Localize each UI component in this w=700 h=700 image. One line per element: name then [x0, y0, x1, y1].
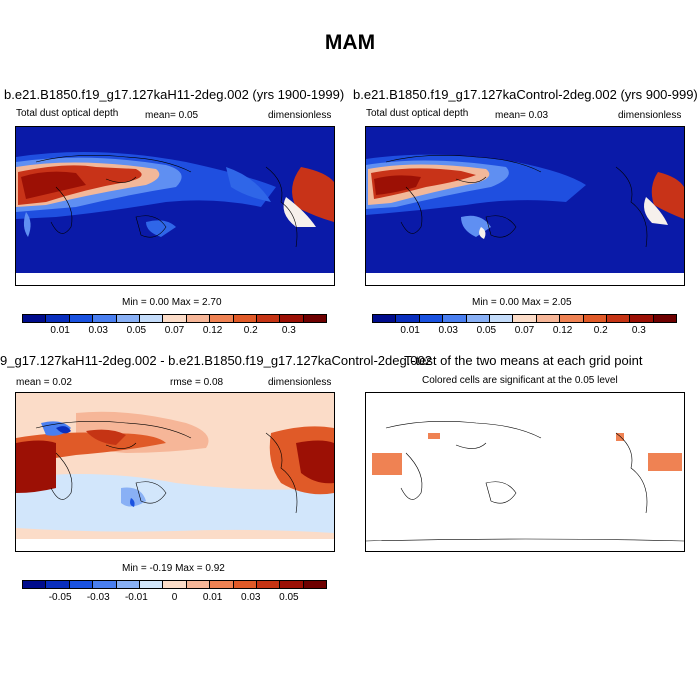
- panel2-variable: Total dust optical depth: [366, 108, 469, 119]
- colorbar-tick-label: 0.05: [279, 592, 299, 603]
- colorbar-bottom-left-swatch: [186, 581, 211, 588]
- colorbar-tick-label: 0.07: [164, 325, 185, 336]
- colorbar-top-left-swatch: [23, 315, 47, 322]
- colorbar-top-left-swatch: [163, 315, 187, 322]
- colorbar-tick-label: -0.03: [86, 592, 110, 603]
- colorbar-top-right-swatch: [396, 315, 420, 322]
- colorbar-top-left-swatch: [210, 315, 234, 322]
- colorbar-top-right-swatch: [513, 315, 537, 322]
- colorbar-bottom-left-swatch: [210, 581, 234, 588]
- colorbar-top-right-swatch: [560, 315, 584, 322]
- panel2-mean: mean= 0.03: [495, 110, 549, 121]
- colorbar-bottom-left-swatch: [303, 581, 327, 588]
- panel3-minmax: Min = -0.19 Max = 0.92: [122, 563, 225, 574]
- colorbar-tick-label: 0.03: [88, 325, 108, 336]
- colorbar-bottom-left-swatch: [280, 581, 304, 588]
- panel3-title: 9_g17.127kaH11-2deg.002 - b.e21.B1850.f1…: [0, 353, 432, 368]
- colorbar-top-right-swatch: [466, 315, 490, 322]
- colorbar-top-left-swatch: [69, 315, 94, 322]
- panel3-map: [15, 392, 335, 552]
- colorbar-tick-label: -0.05: [48, 592, 72, 603]
- colorbar-tick-label: 0.01: [50, 325, 70, 336]
- colorbar-top-right-swatch: [583, 315, 607, 322]
- colorbar-tick-label: 0.01: [400, 325, 420, 336]
- colorbar-top-right-swatch: [606, 315, 631, 322]
- colorbar-top-right-swatch: [443, 315, 467, 322]
- panel1-minmax: Min = 0.00 Max = 2.70: [122, 297, 222, 308]
- panel1-map: [15, 126, 335, 286]
- colorbar-tick-label: -0.01: [124, 592, 148, 603]
- colorbar-bottom-left-swatch: [233, 581, 257, 588]
- panel1-units: dimensionless: [268, 110, 332, 121]
- colorbar-tick-label: 0.01: [202, 592, 223, 603]
- colorbar-top-left-swatch: [46, 315, 70, 322]
- colorbar-top-left-swatch: [256, 315, 281, 322]
- colorbar-tick-label: 0.3: [281, 325, 296, 336]
- panel1-mean: mean= 0.05: [145, 110, 199, 121]
- colorbar-top-right-swatch: [489, 315, 514, 322]
- colorbar-top-left-swatch: [186, 315, 211, 322]
- panel3-units: dimensionless: [268, 377, 332, 388]
- colorbar-bottom-left: [22, 580, 327, 589]
- figure-title: MAM: [324, 31, 376, 54]
- panel2-title: b.e21.B1850.f19_g17.127kaControl-2deg.00…: [353, 87, 698, 102]
- colorbar-bottom-left-swatch: [139, 581, 164, 588]
- significant-region-asia: [428, 433, 440, 439]
- colorbar-top-right-swatch: [373, 315, 397, 322]
- colorbar-bottom-left-swatch: [116, 581, 140, 588]
- panel2-minmax: Min = 0.00 Max = 2.05: [472, 297, 572, 308]
- significant-region-america: [616, 433, 624, 441]
- significant-region-africa: [372, 453, 402, 475]
- colorbar-top-left-swatch: [233, 315, 257, 322]
- colorbar-tick-label: 0.07: [514, 325, 535, 336]
- panel4-map: [365, 392, 685, 552]
- colorbar-top-left-swatch: [303, 315, 327, 322]
- colorbar-tick-label: 0.3: [631, 325, 646, 336]
- panel3-rmse: rmse = 0.08: [170, 377, 224, 388]
- colorbar-tick-label: 0.05: [476, 325, 497, 336]
- colorbar-bottom-left-swatch: [23, 581, 47, 588]
- colorbar-tick-label: 0.12: [552, 325, 573, 336]
- colorbar-bottom-left-swatch: [69, 581, 94, 588]
- colorbar-top-left-swatch: [280, 315, 304, 322]
- colorbar-bottom-left-swatch: [163, 581, 187, 588]
- colorbar-top-left-swatch: [93, 315, 117, 322]
- colorbar-bottom-left-swatch: [46, 581, 70, 588]
- colorbar-tick-label: 0: [171, 592, 178, 603]
- colorbar-top-right-swatch: [630, 315, 654, 322]
- colorbar-top-right: [372, 314, 677, 323]
- colorbar-tick-label: 0.03: [241, 592, 261, 603]
- panel4-title: T-test of the two means at each grid poi…: [404, 353, 643, 368]
- panel4-subtitle: Colored cells are significant at the 0.0…: [422, 375, 618, 386]
- panel2-map: [365, 126, 685, 286]
- colorbar-top-right-swatch: [419, 315, 444, 322]
- colorbar-top-right-swatch: [536, 315, 561, 322]
- panel3-mean: mean = 0.02: [16, 377, 72, 388]
- panel1-title: b.e21.B1850.f19_g17.127kaH11-2deg.002 (y…: [4, 87, 345, 102]
- colorbar-bottom-left-swatch: [93, 581, 117, 588]
- panel1-variable: Total dust optical depth: [16, 108, 119, 119]
- colorbar-tick-label: 0.12: [202, 325, 223, 336]
- colorbar-tick-label: 0.03: [438, 325, 458, 336]
- colorbar-top-left-swatch: [139, 315, 164, 322]
- colorbar-tick-label: 0.05: [126, 325, 147, 336]
- colorbar-bottom-left-swatch: [256, 581, 281, 588]
- colorbar-tick-label: 0.2: [243, 325, 258, 336]
- colorbar-top-left-swatch: [116, 315, 140, 322]
- significant-region-pacific: [648, 453, 682, 471]
- colorbar-top-left: [22, 314, 327, 323]
- colorbar-top-right-swatch: [653, 315, 677, 322]
- panel2-units: dimensionless: [618, 110, 682, 121]
- colorbar-tick-label: 0.2: [593, 325, 608, 336]
